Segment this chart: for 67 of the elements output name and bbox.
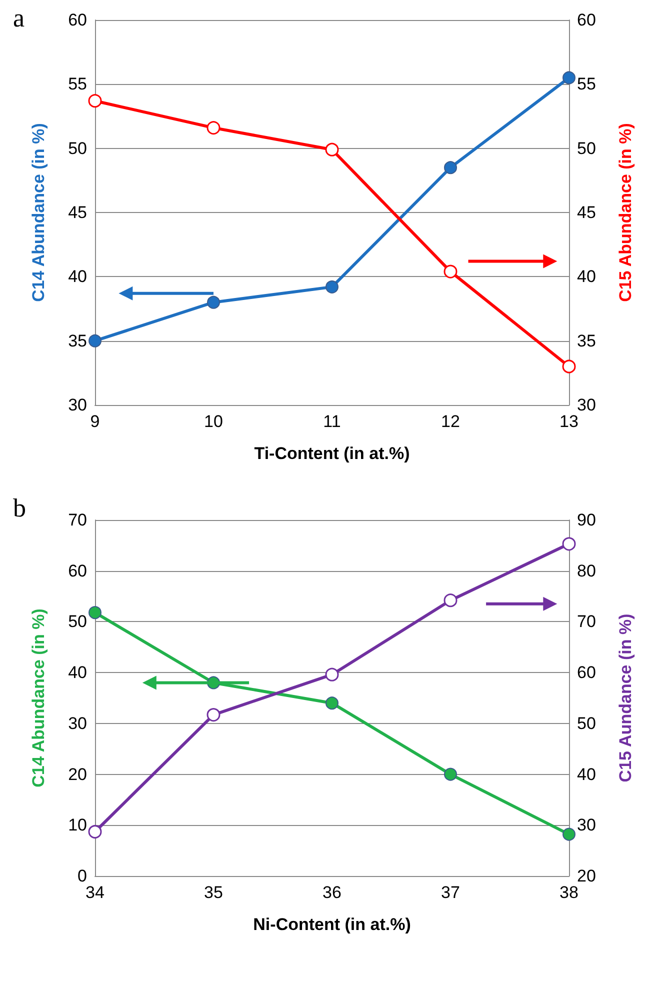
y2-axis-title: C15 Abundance (in %) — [616, 123, 635, 302]
point — [444, 264, 458, 278]
y-tick-label: 30 — [68, 714, 87, 733]
y2-tick-label: 35 — [577, 331, 596, 350]
point — [562, 537, 576, 551]
y-axis-title: C14 Abundance (in %) — [29, 608, 48, 788]
y-tick-label: 40 — [68, 267, 87, 286]
point — [325, 668, 339, 682]
x-tick-label: 9 — [90, 412, 100, 431]
y2-tick-label: 40 — [577, 764, 596, 784]
y2-tick-label: 50 — [577, 138, 596, 158]
y2-tick-label: 50 — [577, 714, 596, 733]
point — [326, 280, 338, 294]
y2-tick-label: 55 — [577, 74, 596, 94]
x-tick-label: 10 — [204, 412, 223, 431]
x-tick-label: 36 — [322, 883, 342, 902]
point — [206, 708, 220, 722]
y-tick-label: 30 — [68, 396, 87, 414]
y-tick-label: 50 — [68, 612, 87, 632]
x-tick-label: 37 — [441, 883, 460, 902]
chart-title: a — [13, 4, 25, 32]
y2-tick-label: 30 — [577, 396, 596, 414]
y2-tick-label: 90 — [577, 510, 596, 530]
x-tick-label: 13 — [560, 412, 578, 431]
y-tick-label: 0 — [78, 866, 87, 886]
point — [88, 825, 102, 838]
y2-tick-label: 30 — [577, 816, 596, 835]
y-tick-label: 40 — [68, 663, 87, 682]
point — [206, 121, 220, 135]
chart-title: b — [13, 494, 26, 522]
y-axis-title: C14 Abundance (in %) — [29, 123, 48, 302]
point — [444, 768, 457, 781]
x-axis-title: Ti-Content (in at.%) — [254, 444, 410, 463]
point — [562, 360, 576, 374]
y-tick-label: 55 — [68, 74, 87, 94]
y2-tick-label: 40 — [577, 267, 596, 286]
y2-tick-label: 80 — [577, 561, 596, 580]
point — [326, 696, 338, 710]
y-tick-label: 35 — [68, 331, 87, 350]
y-tick-label: 50 — [68, 138, 87, 158]
x-tick-label: 11 — [323, 412, 341, 431]
y2-axis-title: C15 Aundance (in %) — [616, 614, 635, 782]
y-tick-label: 60 — [68, 10, 87, 30]
y-tick-label: 60 — [68, 561, 87, 580]
y-tick-label: 70 — [68, 510, 87, 530]
y-tick-label: 45 — [68, 203, 87, 222]
point — [325, 142, 339, 156]
x-tick-label: 38 — [560, 883, 578, 902]
point — [562, 828, 576, 841]
y-tick-label: 10 — [68, 816, 87, 835]
x-tick-label: 35 — [204, 883, 223, 902]
x-tick-label: 34 — [86, 883, 104, 902]
point — [88, 334, 102, 348]
point — [88, 606, 102, 620]
y-tick-label: 20 — [68, 764, 87, 784]
point — [207, 296, 220, 309]
x-axis-title: Ni-Content (in at.%) — [253, 915, 411, 934]
y2-tick-label: 60 — [577, 663, 596, 682]
point — [88, 94, 102, 108]
point — [562, 71, 576, 84]
point — [444, 161, 457, 174]
point — [444, 594, 458, 608]
x-tick-label: 12 — [441, 412, 460, 431]
y2-tick-label: 20 — [577, 866, 596, 886]
y2-tick-label: 45 — [577, 203, 596, 222]
y2-tick-label: 70 — [577, 612, 596, 632]
y2-tick-label: 60 — [577, 10, 596, 30]
